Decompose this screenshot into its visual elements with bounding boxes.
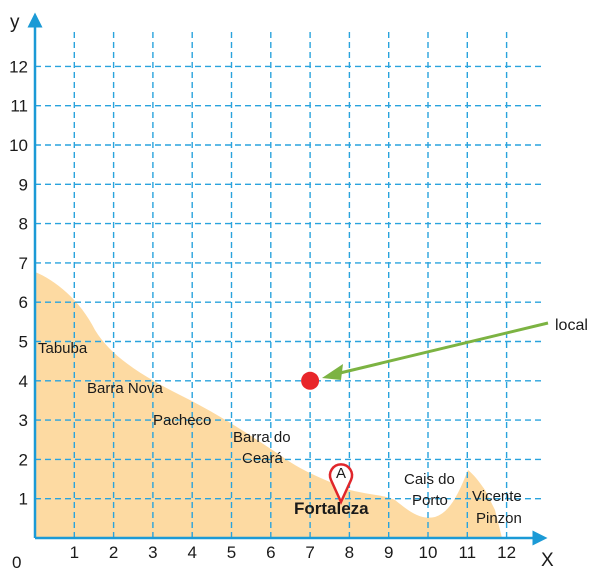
location-point: [301, 371, 320, 390]
grid-lines: [35, 31, 542, 538]
x-tick-label: 7: [305, 543, 314, 562]
location-pin-icon: A: [328, 463, 354, 506]
place-barra-do-ceara-line1: Barra do: [233, 429, 291, 446]
x-tick-label: 8: [345, 543, 354, 562]
origin-label: 0: [12, 553, 21, 570]
pin-letter: A: [336, 465, 346, 482]
x-tick-label: 2: [109, 543, 118, 562]
y-tick-label: 11: [10, 97, 28, 116]
arrow-label-local: local: [555, 317, 588, 334]
y-tick-label: 2: [19, 450, 28, 469]
y-tick-label: 8: [19, 215, 28, 234]
y-axis-label: y: [10, 12, 20, 33]
x-tick-label: 12: [497, 543, 516, 562]
place-barra-do-ceara-line2: Ceará: [242, 450, 284, 467]
place-barra-nova: Barra Nova: [87, 380, 164, 397]
y-tick-label: 10: [9, 136, 28, 155]
x-axis-label: X: [541, 550, 554, 570]
x-tick-label: 10: [419, 543, 438, 562]
place-cais-do-porto-line1: Cais do: [404, 471, 455, 488]
place-pacheco: Pacheco: [153, 412, 211, 429]
y-tick-label: 9: [19, 175, 28, 194]
y-tick-label: 1: [19, 490, 28, 509]
place-tabuba: Tabuba: [38, 340, 88, 357]
x-tick-label: 11: [458, 543, 476, 562]
y-tick-label: 7: [19, 254, 28, 273]
arrow-icon: [322, 321, 549, 380]
land-area: [35, 272, 502, 538]
y-tick-label: 6: [19, 293, 28, 312]
x-tick-label: 1: [70, 543, 79, 562]
y-tick-label: 4: [19, 372, 28, 391]
x-tick-label: 3: [148, 543, 157, 562]
x-tick-label: 5: [227, 543, 236, 562]
x-tick-labels: 1 2 3 4 5 6 7 8 9 10 11 12: [70, 543, 516, 562]
y-tick-label: 12: [9, 57, 28, 76]
place-vicente-pinzon-line2: Pinzon: [476, 510, 522, 527]
place-cais-do-porto-line2: Porto: [412, 492, 448, 509]
y-tick-label: 5: [19, 333, 28, 352]
city-fortaleza-label: Fortaleza: [294, 499, 369, 518]
place-vicente-pinzon-line1: Vicente: [472, 488, 522, 505]
x-tick-label: 4: [187, 543, 196, 562]
y-tick-label: 3: [19, 411, 28, 430]
x-tick-label: 9: [384, 543, 393, 562]
x-tick-label: 6: [266, 543, 275, 562]
